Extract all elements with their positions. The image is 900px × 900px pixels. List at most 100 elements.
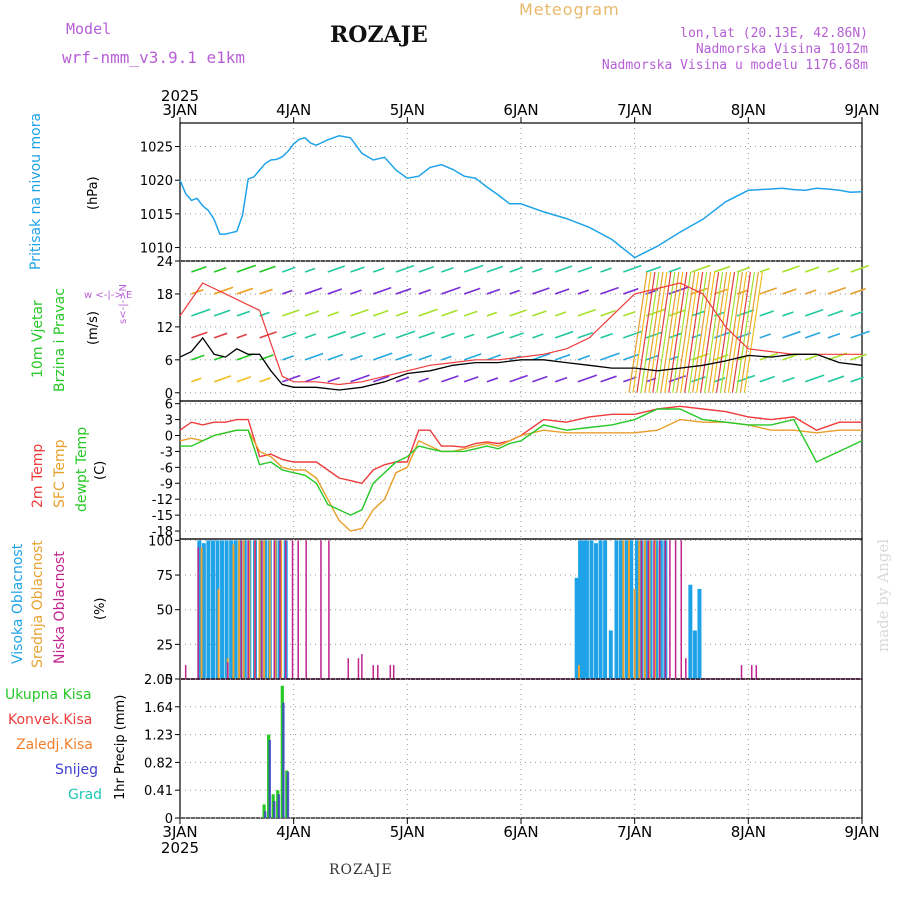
- wind-vector: [486, 354, 502, 361]
- high-cloud-bar: [220, 540, 225, 679]
- wind-vector: [191, 354, 205, 361]
- wind-vector: [804, 374, 825, 383]
- wind-vector: [532, 287, 550, 295]
- precip-legend-2: Zaledj.Kisa: [16, 737, 93, 753]
- wind-vector: [441, 375, 459, 383]
- temp-unit: (C): [93, 461, 108, 480]
- wind-vector: [645, 354, 660, 361]
- wind-vector: [463, 333, 475, 339]
- low-cloud-bar: [674, 540, 677, 679]
- wind-vector: [304, 287, 323, 295]
- high-cloud-bar: [688, 584, 693, 679]
- wind-vector: [282, 355, 294, 361]
- wind-vector: [395, 287, 412, 295]
- wind-vector: [350, 354, 363, 361]
- wind-vector: [327, 311, 340, 317]
- wind-vector: [577, 308, 597, 317]
- mid-cloud-bar: [217, 588, 220, 679]
- low-cloud-bar: [740, 665, 743, 679]
- high-cloud-bar: [629, 540, 634, 679]
- low-cloud-bar: [372, 665, 374, 679]
- wind-vector: [696, 271, 716, 393]
- precip-panel-ytick-label: 0.82: [144, 756, 173, 771]
- wind-vector: [600, 352, 620, 361]
- low-cloud-bar: [320, 540, 322, 679]
- low-cloud-bar: [261, 540, 263, 679]
- wind-vector: [327, 265, 346, 273]
- wind-vector: [577, 289, 590, 295]
- high-cloud-bar: [634, 540, 639, 679]
- wind-vector: [827, 267, 840, 273]
- wind-vector: [213, 375, 232, 383]
- wind-vector: [656, 271, 676, 393]
- elevation-label: Nadmorska Visina 1012m: [695, 42, 868, 57]
- high-cloud-bar: [258, 540, 263, 679]
- wind-vector: [713, 288, 728, 295]
- wind-vector: [213, 309, 231, 317]
- wind-vector: [692, 271, 712, 393]
- wind-vector: [395, 310, 409, 317]
- wind-vector: [652, 271, 672, 393]
- wind-panel-ytick-label: 18: [156, 288, 173, 303]
- wind-vector: [213, 267, 227, 273]
- wind-vector: [395, 264, 415, 273]
- precip-panel-ytick-label: 0: [165, 812, 173, 827]
- wind-vector: [735, 271, 755, 393]
- wind-vector: [711, 271, 732, 393]
- wind-vector: [418, 265, 434, 273]
- high-cloud-bar: [215, 540, 220, 679]
- wind-vector: [509, 309, 527, 317]
- wind-vector: [554, 288, 570, 295]
- high-cloud-bar: [654, 540, 659, 679]
- wind-vector: [532, 352, 551, 361]
- wind-vector: [664, 271, 684, 393]
- mid-cloud-bar: [643, 540, 646, 679]
- wind-vector: [509, 266, 523, 273]
- high-cloud-bar: [608, 630, 613, 679]
- mid-cloud-bar: [577, 665, 580, 679]
- low-cloud-bar: [226, 662, 229, 679]
- low-cloud-bar: [377, 665, 379, 679]
- low-cloud-bar: [305, 540, 307, 679]
- temperature-panel-ytick-label: 6: [165, 398, 173, 413]
- wind-vector: [672, 271, 692, 393]
- wind-vector: [532, 310, 547, 317]
- wind-vector: [418, 288, 431, 295]
- low-cloud-bar: [197, 547, 199, 679]
- low-cloud-bar: [664, 540, 667, 679]
- high-cloud-bar: [614, 540, 619, 679]
- footer-station: ROZAJE: [329, 862, 393, 878]
- high-cloud-bar: [581, 540, 586, 679]
- wind-vector: [282, 332, 297, 339]
- wind-vector: [236, 310, 251, 317]
- temperature-panel-ytick-label: -18: [152, 525, 173, 540]
- wind-vector: [463, 287, 481, 295]
- mid-cloud-bar: [238, 540, 241, 679]
- wind-vector: [623, 330, 643, 339]
- wind-vector: [554, 353, 571, 361]
- wind-vector: [441, 286, 461, 295]
- temperature-panel-ytick-label: -12: [152, 493, 173, 508]
- wind-vector: [554, 330, 574, 339]
- low-cloud-bar: [291, 540, 294, 679]
- mid-cloud-bar: [200, 547, 203, 679]
- high-cloud-bar: [697, 588, 702, 679]
- wind-vector: [486, 331, 505, 339]
- low-cloud-bar: [389, 665, 392, 679]
- snow-bar: [282, 702, 285, 818]
- mid-cloud-bar: [248, 540, 251, 679]
- low-cloud-bar: [273, 540, 276, 679]
- snow-bar: [273, 801, 276, 818]
- credit-watermark: made by Angel: [874, 538, 892, 652]
- wind-vector: [236, 333, 248, 339]
- precip-legend-3: Snijeg: [55, 762, 98, 778]
- wind-vector: [191, 331, 208, 339]
- wind-vector: [395, 353, 413, 361]
- wind-vector: [782, 265, 800, 273]
- high-cloud-bar: [233, 540, 238, 679]
- wind-vector: [600, 332, 613, 339]
- cloud-axis-title-3: Niska Oblacnost: [52, 551, 68, 664]
- mid-cloud-bar: [622, 540, 625, 679]
- high-cloud-bar: [197, 540, 202, 679]
- wind-panel-ytick-label: 12: [156, 321, 173, 336]
